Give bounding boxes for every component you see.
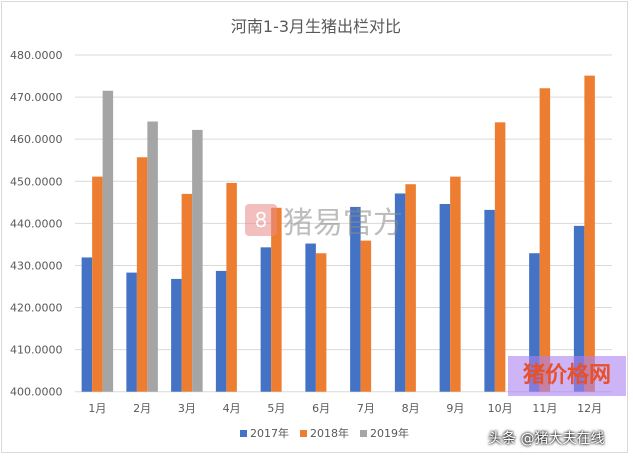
bar-2019年 xyxy=(192,129,203,392)
bar-2019年 xyxy=(102,90,114,392)
bar-2018年 xyxy=(539,88,551,392)
bar-2018年 xyxy=(271,207,282,392)
bar-2017年 xyxy=(215,270,227,392)
bar-2018年 xyxy=(92,176,103,392)
x-tick-label: 2月 xyxy=(133,402,151,415)
x-tick-label: 1月 xyxy=(88,402,106,415)
bar-2018年 xyxy=(450,176,461,392)
y-tick-label: 440.0000 xyxy=(10,217,63,230)
y-tick-label: 470.0000 xyxy=(10,91,63,104)
chart-frame xyxy=(1,1,628,453)
x-tick-label: 6月 xyxy=(312,402,330,415)
legend-label: 2018年 xyxy=(310,426,349,440)
bar-2017年 xyxy=(439,203,451,392)
y-tick-label: 400.0000 xyxy=(10,386,63,399)
x-tick-label: 3月 xyxy=(178,402,196,415)
x-tick-label: 4月 xyxy=(223,402,241,415)
y-tick-label: 420.0000 xyxy=(10,302,63,315)
x-tick-label: 10月 xyxy=(488,402,513,415)
watermark-bottom: 头条 @猪大夫在线 xyxy=(488,431,605,447)
bar-2017年 xyxy=(260,247,272,392)
x-tick-label: 12月 xyxy=(577,402,602,415)
x-tick-label: 8月 xyxy=(402,402,420,415)
bar-2017年 xyxy=(126,272,137,392)
bar-2017年 xyxy=(305,243,316,392)
bar-2018年 xyxy=(315,253,327,392)
legend-swatch xyxy=(360,430,367,437)
y-tick-label: 480.0000 xyxy=(10,49,63,62)
x-tick-label: 11月 xyxy=(532,402,557,415)
bar-2018年 xyxy=(181,193,193,392)
bar-2017年 xyxy=(394,193,406,392)
legend-swatch xyxy=(300,430,307,437)
watermark-logo-icon: 8 xyxy=(245,204,277,236)
bar-2018年 xyxy=(136,157,148,392)
bar-2018年 xyxy=(405,184,416,392)
y-tick-label: 460.0000 xyxy=(10,133,63,146)
bar-2017年 xyxy=(529,253,540,392)
y-tick-label: 450.0000 xyxy=(10,175,63,188)
bar-2017年 xyxy=(171,278,182,392)
y-tick-label: 410.0000 xyxy=(10,344,63,357)
x-tick-label: 7月 xyxy=(357,402,375,415)
bar-2018年 xyxy=(584,75,595,392)
bar-2017年 xyxy=(350,206,361,392)
bar-2018年 xyxy=(494,122,506,392)
y-tick-label: 430.0000 xyxy=(10,259,63,272)
bar-2017年 xyxy=(484,209,495,392)
bar-2018年 xyxy=(360,240,372,392)
x-tick-label: 9月 xyxy=(446,402,464,415)
bar-2017年 xyxy=(573,225,585,392)
legend-label: 2017年 xyxy=(250,426,289,440)
watermark-bottom-right: 猪价格网 xyxy=(508,356,626,396)
bar-2018年 xyxy=(226,182,237,392)
chart-title: 河南1-3月生猪出栏对比 xyxy=(231,17,401,36)
x-tick-label: 5月 xyxy=(267,402,285,415)
bar-2019年 xyxy=(147,121,158,392)
bar-2017年 xyxy=(81,257,93,392)
legend-label: 2019年 xyxy=(370,426,409,440)
legend-swatch xyxy=(240,430,247,437)
watermark-center: 8 猪易官方 xyxy=(245,198,403,242)
